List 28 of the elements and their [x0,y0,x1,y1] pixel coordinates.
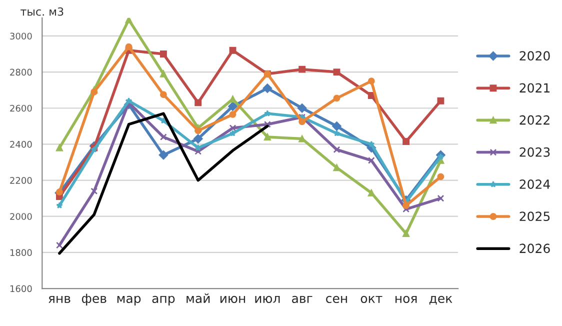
y-tick-label: 1600 [10,285,32,292]
x-tick-label: янв [48,296,70,303]
legend-label: 2022 [520,115,550,125]
legend-label: 2024 [520,179,550,189]
y-tick-label: 2800 [10,68,32,76]
x-tick-label: фев [82,294,106,306]
x-tick-label: ноя [396,296,417,304]
y-tick-label: 2000 [10,213,32,220]
legend-label: 2020 [520,51,550,61]
x-tick-label: май [186,293,210,304]
y-tick-label: 1800 [10,249,32,256]
y-tick-label: 2600 [10,104,32,112]
y-tick-label: 2200 [10,177,32,184]
y-axis-title: тыс. м3 [20,7,64,16]
legend-label: 2025 [520,212,550,222]
x-tick-label: июл [255,296,280,304]
x-tick-label: дек [429,296,452,305]
legend-label: 2023 [520,147,550,157]
x-tick-label: окт [360,296,382,304]
x-tick-label: сен [326,296,347,304]
x-tick-label: июн [220,296,246,304]
x-tick-label: авг [292,296,312,304]
x-tick-label: апр [152,296,175,306]
x-tick-label: мар [117,296,141,306]
legend-label: 2021 [520,83,550,93]
y-tick-label: 3000 [10,32,32,40]
y-tick-label: 2400 [10,140,32,148]
legend-label: 2026 [520,244,550,254]
